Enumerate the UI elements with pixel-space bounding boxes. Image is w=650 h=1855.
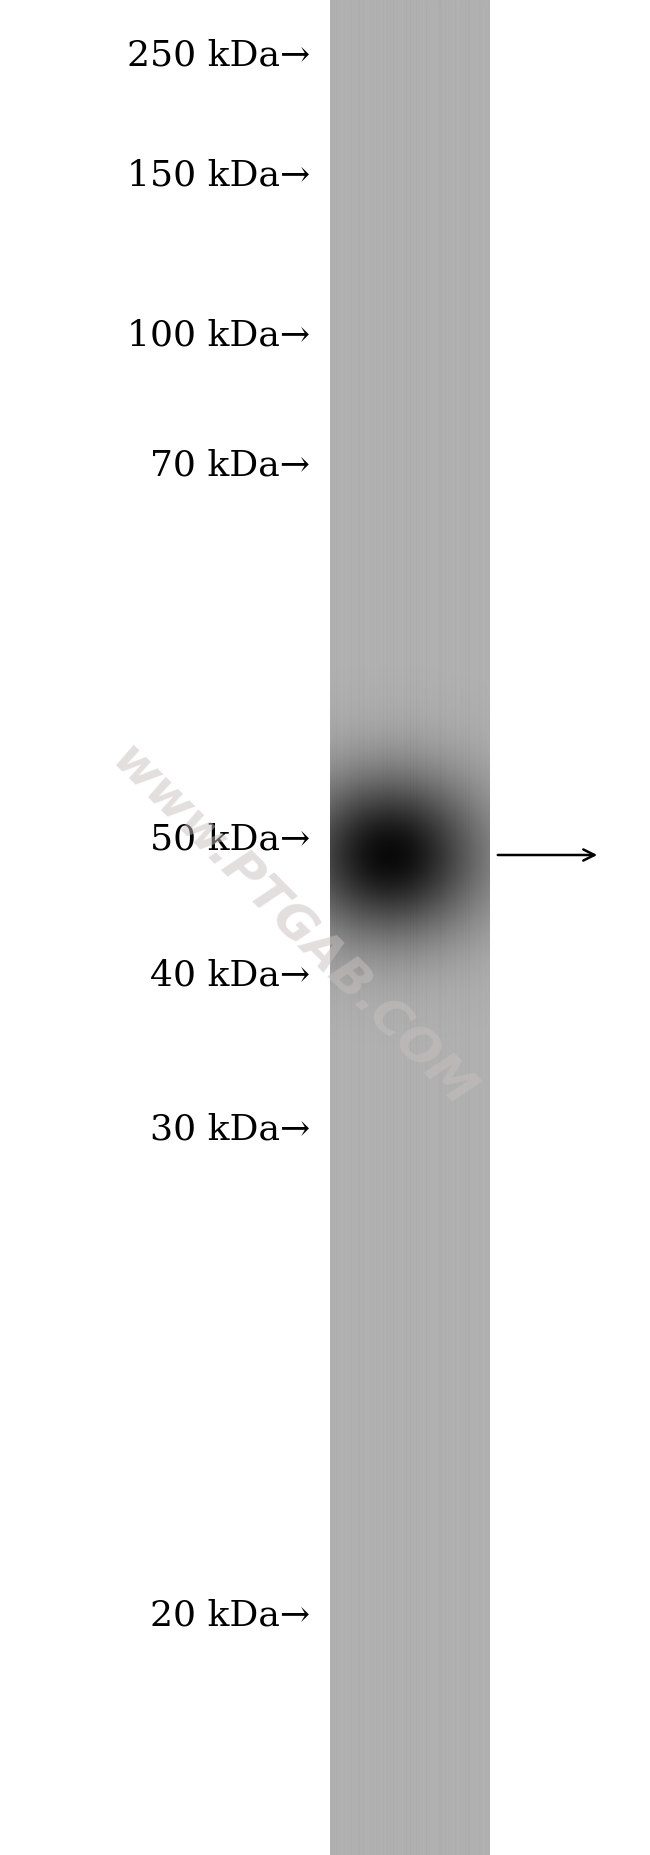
Text: 250 kDa→: 250 kDa→ [127, 37, 310, 72]
Text: 20 kDa→: 20 kDa→ [150, 1597, 310, 1632]
Text: www.PTGAB.COM: www.PTGAB.COM [102, 736, 483, 1119]
Text: 70 kDa→: 70 kDa→ [150, 449, 310, 482]
Text: 30 kDa→: 30 kDa→ [150, 1113, 310, 1146]
Text: 150 kDa→: 150 kDa→ [127, 158, 310, 193]
Text: 100 kDa→: 100 kDa→ [127, 317, 310, 352]
Text: 40 kDa→: 40 kDa→ [150, 957, 310, 992]
Text: 50 kDa→: 50 kDa→ [150, 824, 310, 857]
Bar [330, 0, 490, 1855]
